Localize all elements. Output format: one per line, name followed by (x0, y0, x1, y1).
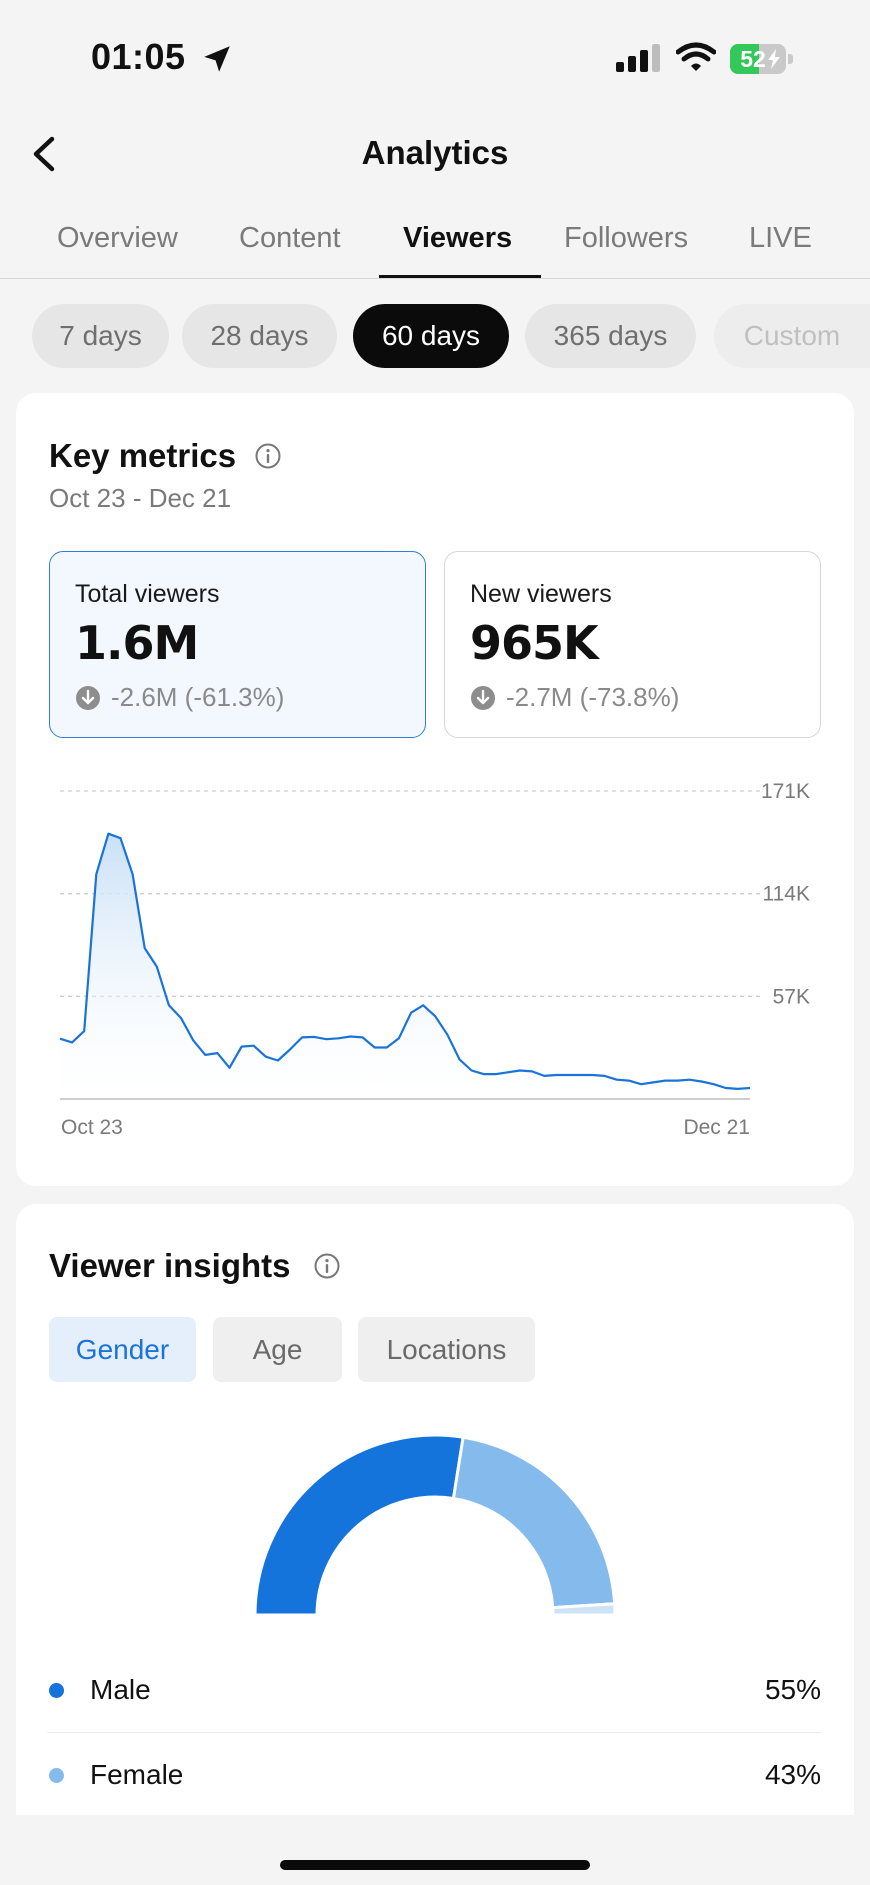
tab-live[interactable]: LIVE (749, 222, 812, 254)
viewer-insights-title: Viewer insights (49, 1247, 291, 1284)
metric-value: 1.6M (75, 616, 199, 670)
chart-y-tick-label: 114K (763, 883, 811, 906)
arrow-down-circle-icon (471, 685, 495, 710)
tab-content[interactable]: Content (239, 222, 341, 254)
legend-item-male: Male 55% (49, 1670, 821, 1710)
range-365-days[interactable]: 365 days (525, 304, 696, 368)
legend-percent: 43% (764, 1759, 821, 1790)
legend-item-female: Female 43% (49, 1755, 821, 1795)
bottom-bar (0, 1815, 870, 1885)
chart-x-end-label: Dec 21 (683, 1116, 750, 1139)
range-7-days[interactable]: 7 days (32, 304, 169, 368)
date-range: Oct 23 - Dec 21 (49, 483, 232, 513)
chart-y-tick-label: 57K (773, 985, 810, 1008)
metric-change-text: -2.6M (-61.3%) (111, 682, 285, 712)
home-indicator[interactable] (280, 1860, 590, 1870)
chart-series-line (59, 832, 751, 1090)
tab-overview[interactable]: Overview (57, 222, 178, 254)
metric-label: New viewers (470, 580, 612, 608)
metric-change-text: -2.7M (-73.8%) (506, 682, 680, 712)
tabs-divider (0, 278, 870, 279)
battery-level: 52 (740, 46, 766, 72)
wifi-icon (676, 42, 716, 71)
chart-x-start-label: Oct 23 (61, 1116, 123, 1139)
legend-label: Male (90, 1674, 151, 1705)
location-arrow-icon (204, 46, 230, 72)
metric-change: -2.6M (-61.3%) (75, 682, 284, 713)
cellular-signal-icon (616, 44, 660, 72)
active-tab-indicator (379, 275, 541, 279)
metric-label: Total viewers (75, 580, 220, 608)
donut-slice-other[interactable] (551, 1602, 617, 1617)
tab-followers[interactable]: Followers (564, 222, 689, 254)
chevron-left-icon (33, 136, 55, 172)
key-metrics-title: Key metrics (49, 437, 237, 474)
range-60-days[interactable]: 60 days (353, 304, 509, 368)
gender-donut-chart (253, 1433, 617, 1617)
legend-dot (49, 1682, 64, 1698)
range-custom[interactable]: Custom (714, 304, 870, 368)
donut-slice-female[interactable] (451, 1435, 617, 1610)
status-time: 01:05 (91, 36, 186, 77)
info-icon[interactable] (313, 1252, 341, 1280)
range-28-days[interactable]: 28 days (182, 304, 337, 368)
metric-value: 965K (470, 616, 599, 670)
chart-area-fill (60, 833, 750, 1099)
segment-locations[interactable]: Locations (358, 1317, 535, 1382)
legend-divider (47, 1732, 821, 1733)
chart-y-tick-label: 171K (761, 780, 810, 803)
arrow-down-circle-icon (76, 685, 100, 710)
metric-new-viewers[interactable]: New viewers 965K -2.7M (-73.8%) (444, 551, 821, 738)
donut-slice-male[interactable] (253, 1433, 465, 1617)
info-icon[interactable] (254, 442, 282, 470)
metric-change: -2.7M (-73.8%) (470, 682, 679, 713)
metric-total-viewers[interactable]: Total viewers 1.6M -2.6M (-61.3%) (49, 551, 426, 738)
legend-percent: 55% (764, 1674, 821, 1705)
back-button[interactable] (26, 130, 66, 178)
viewers-line-chart: 171K 114K 57K Oct 23 Dec 21 (59, 780, 811, 1139)
legend-label: Female (90, 1759, 184, 1790)
legend-dot (49, 1767, 64, 1783)
battery-charging-icon: 52 (730, 44, 794, 74)
segment-age[interactable]: Age (213, 1317, 342, 1382)
tab-viewers[interactable]: Viewers (403, 222, 513, 254)
charging-bolt-icon (768, 49, 780, 69)
page-title: Analytics (361, 134, 509, 171)
segment-gender[interactable]: Gender (49, 1317, 196, 1382)
tab-bar: Overview Content Viewers Followers LIVE (0, 216, 870, 280)
